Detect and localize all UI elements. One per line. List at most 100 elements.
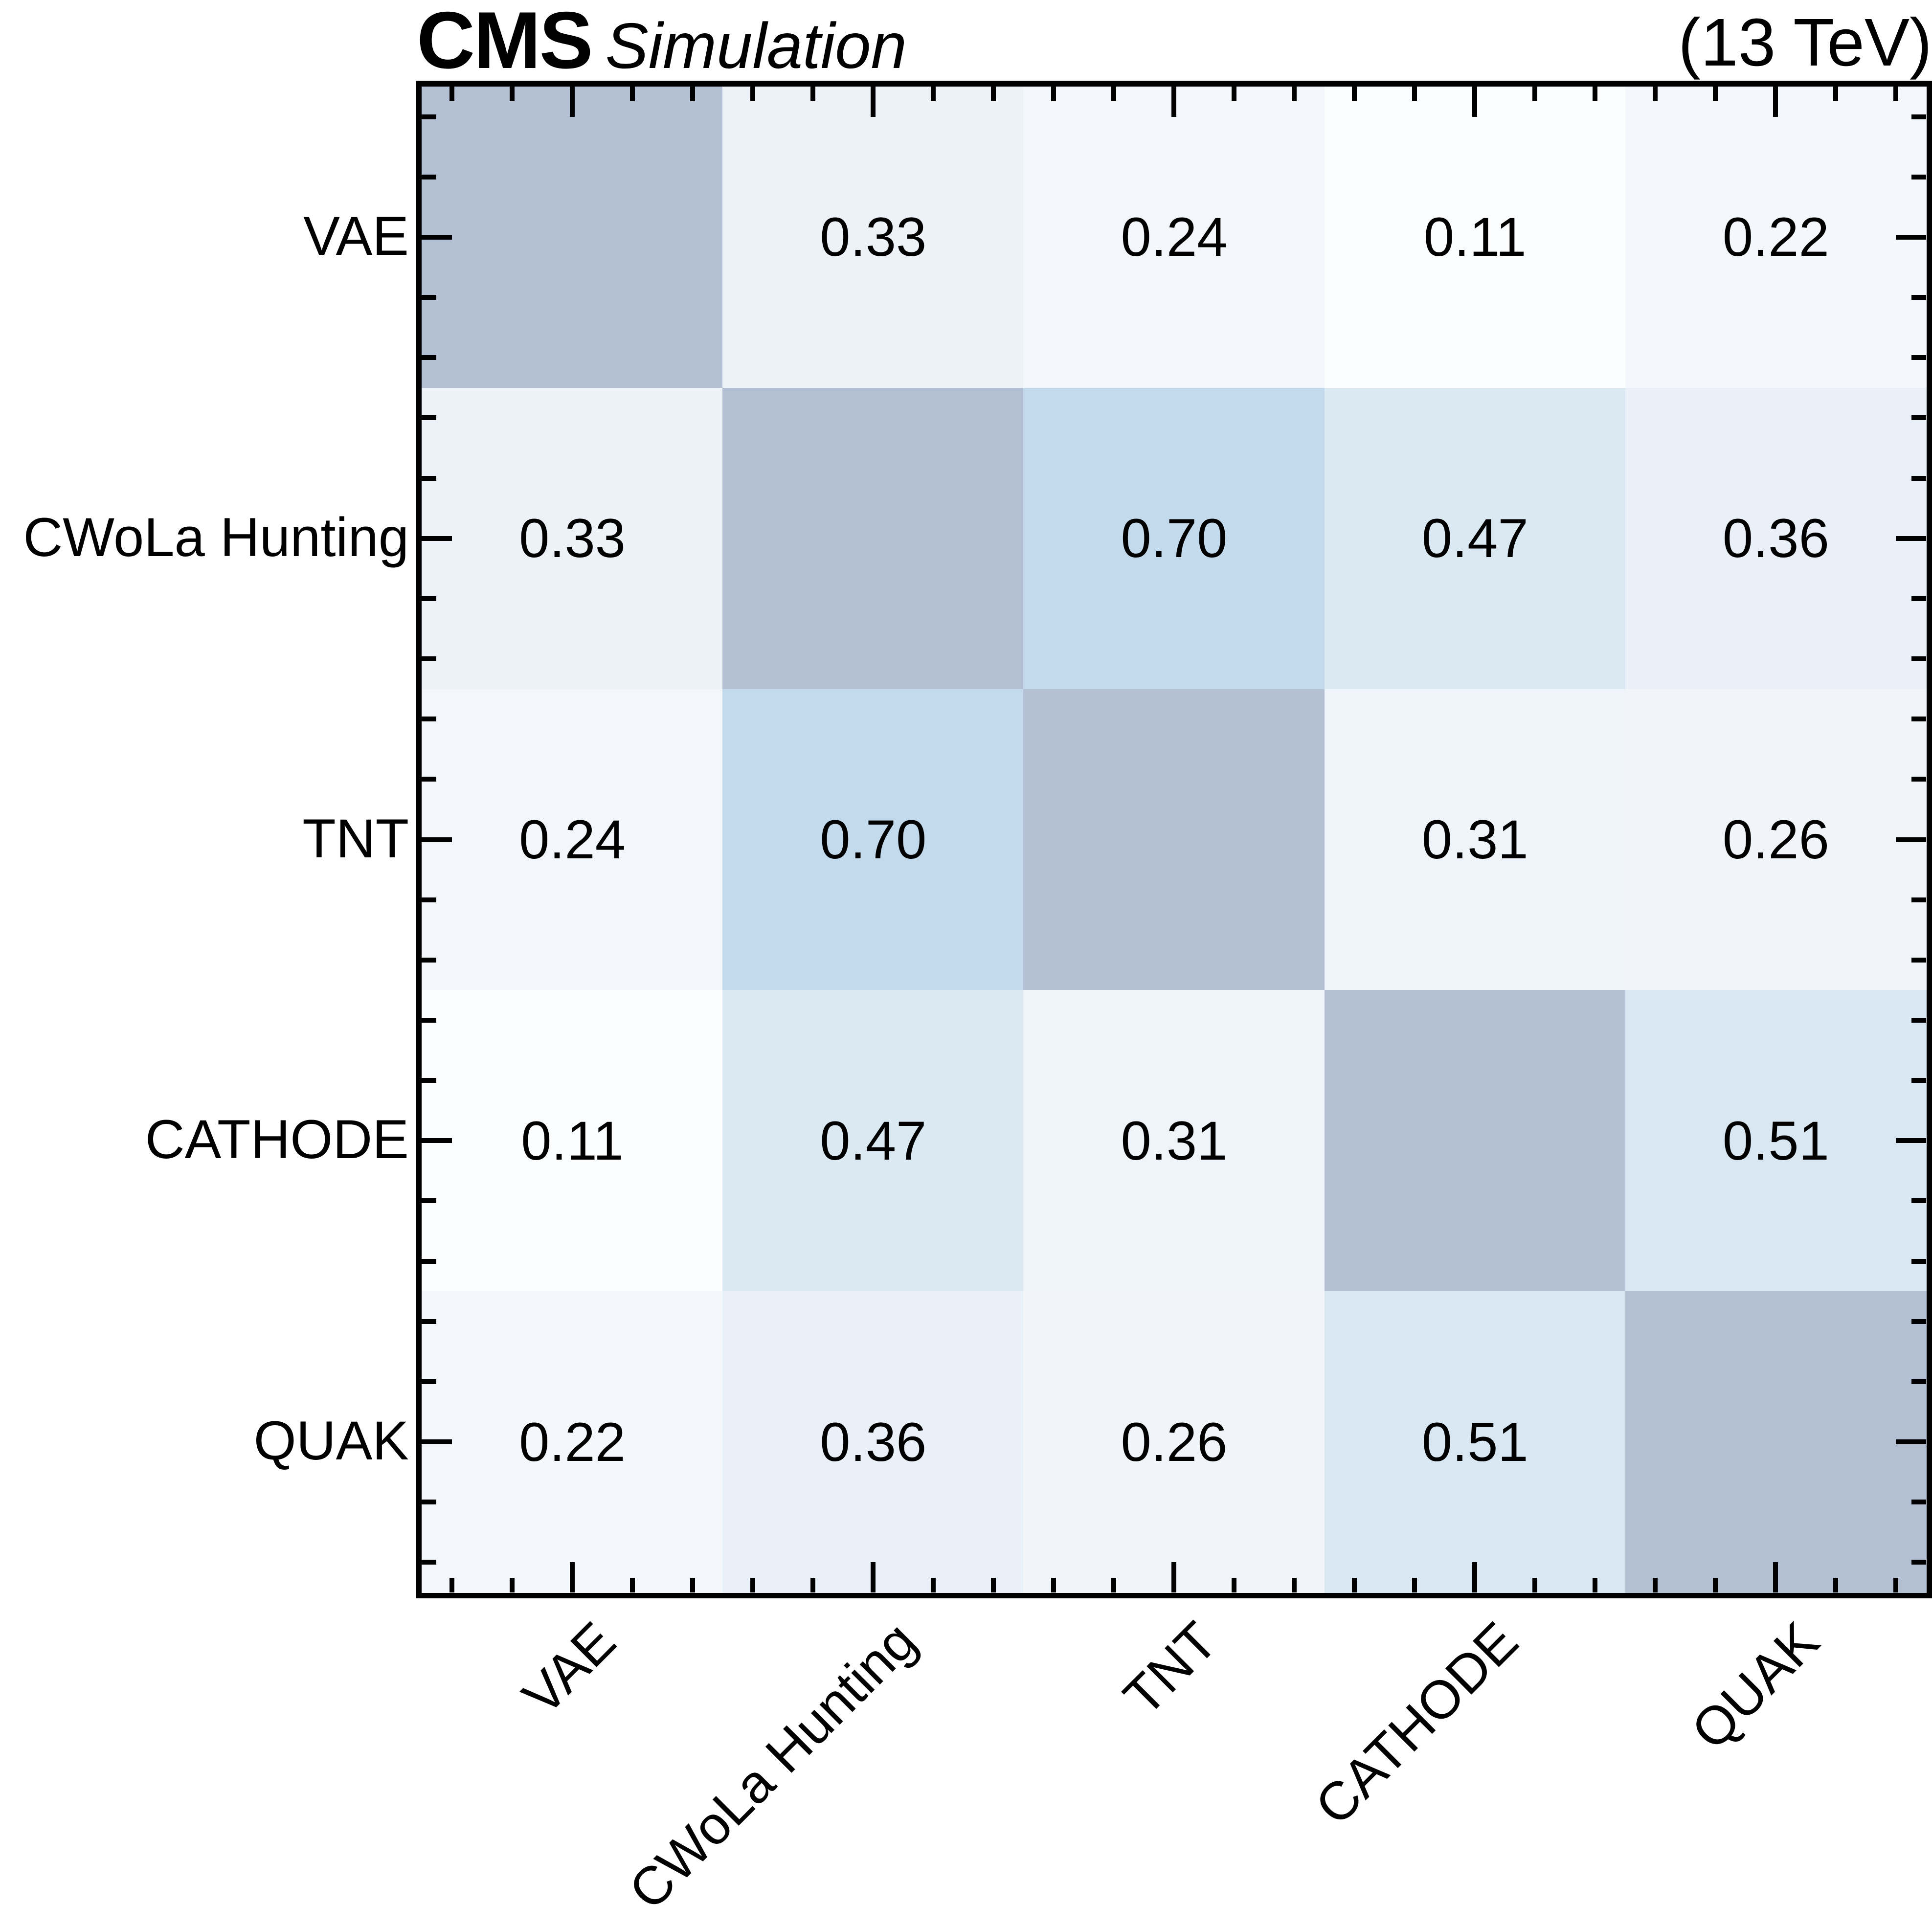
axis-major-tick <box>569 1562 575 1592</box>
axis-minor-tick <box>1911 1379 1926 1384</box>
axis-minor-tick <box>1532 1578 1538 1592</box>
axis-major-tick <box>569 87 575 117</box>
heatmap-cell <box>722 387 1024 690</box>
cell-value: 0.24 <box>1121 206 1228 268</box>
heatmap-cell: 0.31 <box>1324 689 1626 991</box>
heatmap-plot: 0.33 0.24 0.11 0.22 0.33 0.70 0.47 0.36 0.24 0.70… <box>416 81 1932 1598</box>
axis-minor-tick <box>1051 87 1056 101</box>
axis-minor-tick <box>1232 87 1237 101</box>
axis-minor-tick <box>422 1319 436 1324</box>
axis-minor-tick <box>1911 295 1926 300</box>
heatmap-cell: 0.47 <box>1324 387 1626 690</box>
axis-minor-tick <box>422 957 436 963</box>
axis-minor-tick <box>422 355 436 360</box>
axis-minor-tick <box>1412 1578 1417 1592</box>
axis-major-tick <box>870 87 876 117</box>
cms-logo: CMS <box>417 0 593 85</box>
axis-minor-tick <box>449 1578 454 1592</box>
axis-minor-tick <box>1911 114 1926 119</box>
axis-major-tick <box>1896 1439 1926 1445</box>
axis-minor-tick <box>750 87 755 101</box>
axis-minor-tick <box>810 1578 815 1592</box>
axis-minor-tick <box>1593 1578 1598 1592</box>
axis-major-tick <box>1472 87 1478 117</box>
axis-major-tick <box>1171 1562 1176 1592</box>
axis-minor-tick <box>1653 87 1658 101</box>
heatmap-cell: 0.70 <box>1023 387 1325 690</box>
heatmap-cell: 0.11 <box>1324 87 1626 388</box>
axis-minor-tick <box>1911 1198 1926 1204</box>
axis-minor-tick <box>1833 1578 1839 1592</box>
axis-minor-tick <box>1111 1578 1116 1592</box>
axis-minor-tick <box>1911 897 1926 902</box>
axis-minor-tick <box>422 1379 436 1384</box>
axis-minor-tick <box>449 87 454 101</box>
heatmap-cell: 0.26 <box>1625 689 1927 991</box>
axis-minor-tick <box>930 1578 936 1592</box>
axis-minor-tick <box>629 87 635 101</box>
axis-minor-tick <box>1051 1578 1056 1592</box>
heatmap-cell: 0.22 <box>422 1291 723 1593</box>
axis-minor-tick <box>1911 656 1926 662</box>
cell-value: 0.33 <box>820 206 927 268</box>
heatmap-cell <box>1625 1291 1927 1593</box>
axis-minor-tick <box>422 897 436 902</box>
axis-minor-tick <box>1833 87 1839 101</box>
y-axis-label: VAE <box>303 205 409 267</box>
axis-minor-tick <box>422 656 436 662</box>
axis-major-tick <box>870 1562 876 1592</box>
axis-major-tick <box>422 1439 452 1445</box>
plot-header: CMS Simulation <box>417 0 907 81</box>
axis-minor-tick <box>1352 1578 1357 1592</box>
cell-value: 0.47 <box>1421 508 1528 569</box>
simulation-label: Simulation <box>605 10 907 82</box>
axis-minor-tick <box>422 717 436 722</box>
heatmap-cell: 0.11 <box>422 990 723 1292</box>
axis-minor-tick <box>422 295 436 300</box>
cell-value: 0.51 <box>1722 1110 1829 1171</box>
axis-major-tick <box>1896 837 1926 842</box>
axis-minor-tick <box>1911 1500 1926 1505</box>
cell-value: 0.70 <box>820 808 927 870</box>
axis-minor-tick <box>1292 87 1297 101</box>
axis-major-tick <box>422 234 452 240</box>
axis-minor-tick <box>422 1017 436 1023</box>
cell-value: 0.47 <box>820 1110 927 1171</box>
cell-value: 0.24 <box>519 808 626 870</box>
axis-minor-tick <box>990 1578 996 1592</box>
heatmap-cell: 0.26 <box>1023 1291 1325 1593</box>
y-axis-label: CATHODE <box>145 1109 409 1170</box>
axis-minor-tick <box>1893 1578 1899 1592</box>
heatmap-cell: 0.22 <box>1625 87 1927 388</box>
axis-minor-tick <box>1911 1560 1926 1565</box>
axis-minor-tick <box>422 1560 436 1565</box>
axis-minor-tick <box>422 475 436 481</box>
cell-value: 0.36 <box>1722 508 1829 569</box>
y-axis-label: TNT <box>302 807 409 869</box>
axis-minor-tick <box>750 1578 755 1592</box>
cell-value: 0.22 <box>1722 206 1829 268</box>
axis-minor-tick <box>422 1078 436 1083</box>
heatmap-cell: 0.36 <box>1625 387 1927 690</box>
heatmap-cell: 0.36 <box>722 1291 1024 1593</box>
axis-minor-tick <box>810 87 815 101</box>
axis-minor-tick <box>990 87 996 101</box>
axis-minor-tick <box>422 114 436 119</box>
axis-minor-tick <box>1713 87 1718 101</box>
axis-minor-tick <box>930 87 936 101</box>
axis-minor-tick <box>1532 87 1538 101</box>
axis-minor-tick <box>1911 1319 1926 1324</box>
axis-minor-tick <box>1911 957 1926 963</box>
cell-value: 0.70 <box>1121 508 1228 569</box>
axis-minor-tick <box>1232 1578 1237 1592</box>
axis-major-tick <box>422 837 452 842</box>
axis-minor-tick <box>422 1198 436 1204</box>
axis-minor-tick <box>1653 1578 1658 1592</box>
heatmap-cell: 0.51 <box>1324 1291 1626 1593</box>
cell-value: 0.11 <box>521 1110 624 1171</box>
cell-value: 0.26 <box>1121 1411 1228 1473</box>
cell-value: 0.26 <box>1722 808 1829 870</box>
axis-major-tick <box>422 1138 452 1143</box>
axis-minor-tick <box>422 777 436 782</box>
axis-minor-tick <box>422 415 436 421</box>
